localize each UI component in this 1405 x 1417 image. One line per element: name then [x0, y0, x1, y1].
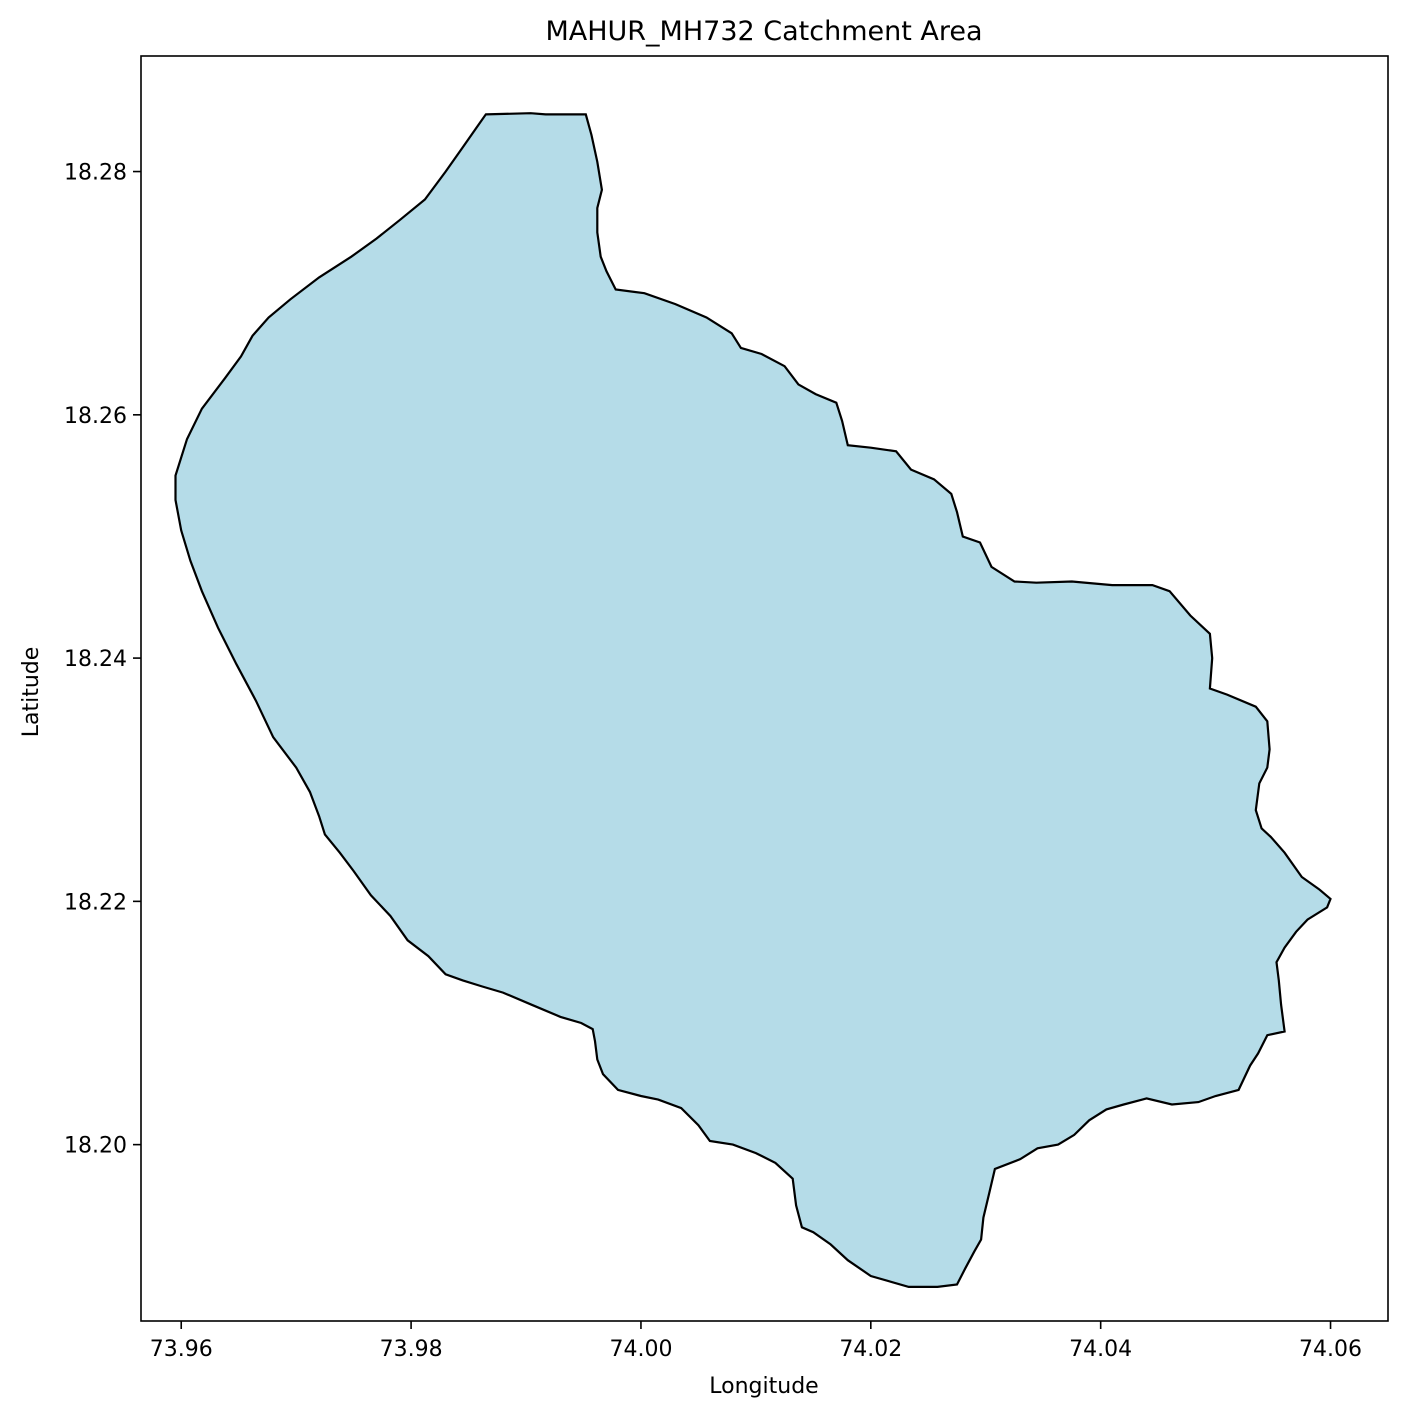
- x-tick-label: 74.06: [1299, 1337, 1362, 1362]
- catchment-polygon: [174, 112, 1332, 1288]
- x-axis-label: Longitude: [709, 1374, 818, 1399]
- y-tick-label: 18.22: [64, 890, 127, 915]
- y-tick-label: 18.28: [64, 161, 127, 186]
- axes-frame: [140, 55, 1389, 1322]
- plot-area: [174, 112, 1332, 1288]
- y-tick-label: 18.24: [64, 647, 127, 672]
- x-tick-label: 73.96: [150, 1337, 213, 1362]
- plot-title: MAHUR_MH732 Catchment Area: [545, 16, 982, 47]
- x-tick-label: 74.02: [839, 1337, 902, 1362]
- y-tick-label: 18.20: [64, 1134, 127, 1159]
- y-axis-label: Latitude: [19, 647, 44, 738]
- x-tick-label: 73.98: [380, 1337, 443, 1362]
- y-tick-label: 18.26: [64, 404, 127, 429]
- y-axis: 18.20 18.22 18.24 18.26 18.28: [64, 161, 141, 1159]
- x-axis: 73.96 73.98 74.00 74.02 74.04 74.06: [150, 1321, 1362, 1362]
- x-tick-label: 74.00: [609, 1337, 672, 1362]
- x-tick-label: 74.04: [1069, 1337, 1132, 1362]
